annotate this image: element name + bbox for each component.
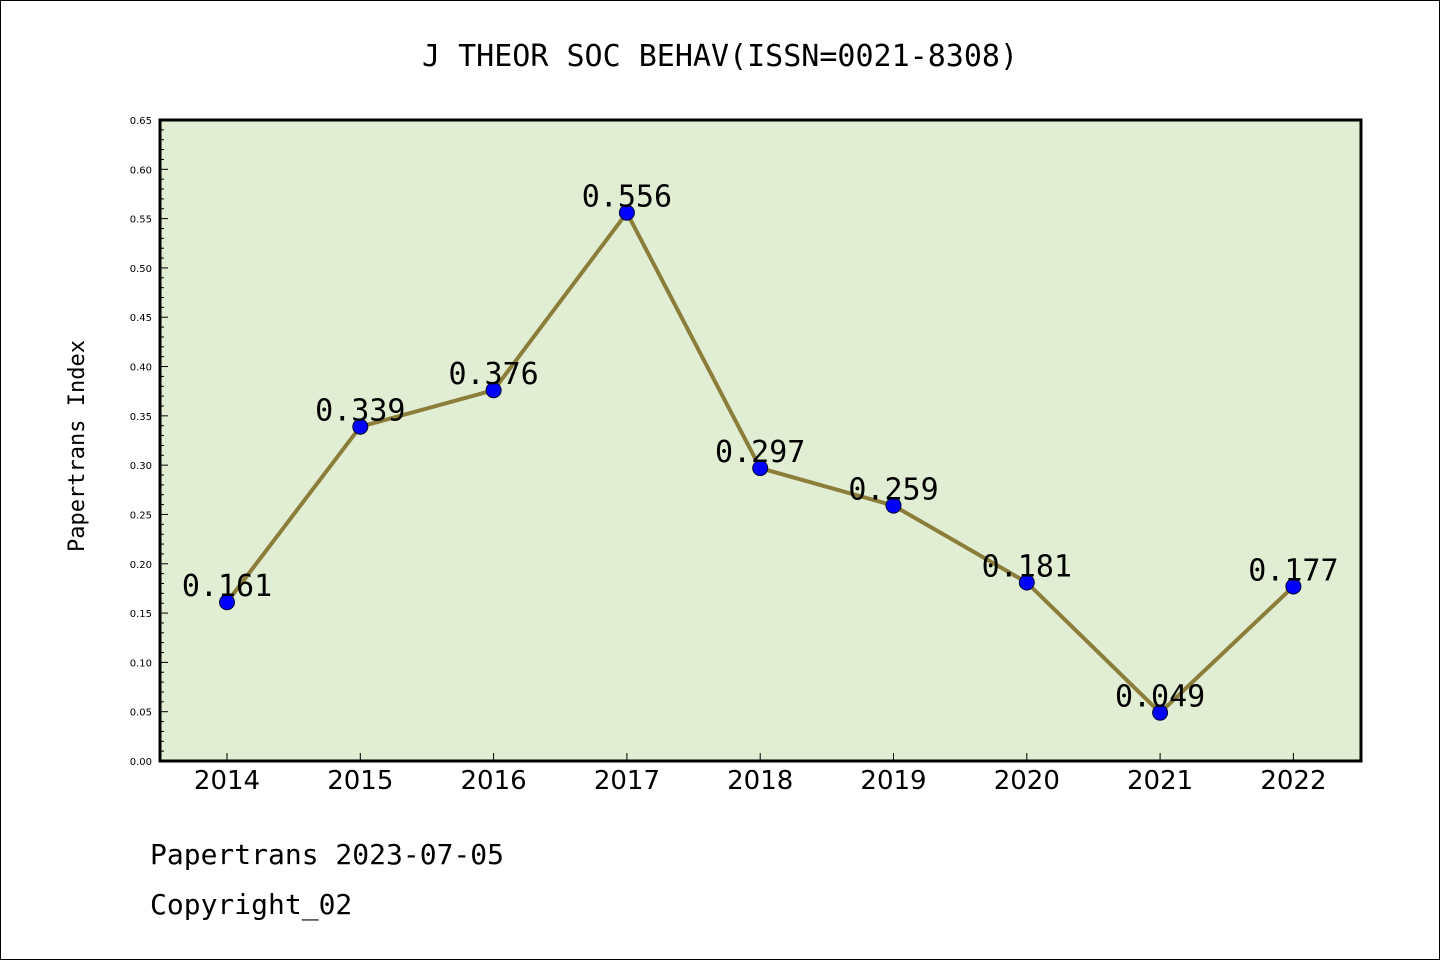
y-tick-label: 0.25	[130, 510, 152, 521]
y-tick-label: 0.65	[130, 116, 152, 127]
x-axis: 2014 2015 2016 2017 2018 2019 2020 2021 2022	[194, 753, 1326, 796]
data-label: 0.177	[1248, 553, 1338, 588]
data-label: 0.259	[848, 473, 938, 508]
data-label: 0.049	[1115, 680, 1205, 715]
y-tick-label: 0.10	[130, 658, 152, 669]
y-tick-label: 0.60	[130, 165, 152, 176]
data-point-marker	[219, 594, 235, 611]
data-point-marker	[1018, 574, 1035, 591]
data-label: 0.556	[582, 180, 672, 215]
footer-date: Papertrans 2023-07-05	[150, 838, 504, 871]
data-label: 0.376	[448, 357, 538, 392]
x-tick-label: 2019	[860, 766, 926, 796]
x-tick-label: 2016	[461, 766, 527, 796]
y-tick-label: 0.55	[130, 215, 152, 226]
data-labels: 0.161 0.339 0.376 0.556 0.297 0.259 0.181 0.049…	[182, 180, 1339, 715]
y-tick-label: 0.20	[130, 560, 152, 571]
data-label: 0.297	[715, 435, 805, 470]
data-point-marker	[1152, 704, 1169, 721]
x-tick-label: 2018	[727, 766, 793, 796]
x-tick-label: 2014	[194, 766, 260, 796]
y-tick-label: 0.40	[130, 363, 152, 374]
data-point-marker	[1285, 578, 1302, 595]
y-tick-label: 0.05	[130, 708, 152, 719]
x-tick-label: 2022	[1260, 766, 1326, 796]
plot-area	[158, 118, 1363, 763]
data-point-marker	[752, 460, 769, 477]
data-point-marker	[352, 418, 369, 435]
y-tick-label: 0.45	[130, 313, 152, 324]
data-markers	[219, 204, 1302, 721]
y-tick-label: 0.50	[130, 264, 152, 275]
data-point-marker	[885, 497, 902, 514]
x-tick-label: 2020	[994, 766, 1060, 796]
data-label: 0.339	[315, 394, 405, 429]
y-axis: 0.00 0.05 0.10 0.15 0.20 0.25 0.30 0.35 0.40 0.45…	[130, 116, 168, 768]
data-label: 0.181	[982, 550, 1072, 585]
y-tick-label: 0.15	[130, 609, 152, 620]
x-tick-label: 2021	[1127, 766, 1193, 796]
y-tick-label: 0.00	[130, 757, 152, 768]
x-tick-label: 2015	[327, 766, 393, 796]
footer-copyright: Copyright_02	[150, 888, 352, 922]
y-tick-label: 0.35	[130, 412, 152, 423]
data-point-marker	[618, 204, 635, 221]
y-axis-label: Papertrans Index	[65, 340, 90, 552]
chart-title: J THEOR SOC BEHAV(ISSN=0021-8308)	[422, 39, 1018, 74]
y-tick-label: 0.30	[130, 461, 152, 472]
data-label: 0.161	[182, 569, 272, 604]
data-point-marker	[485, 382, 502, 399]
x-tick-label: 2017	[594, 766, 660, 796]
